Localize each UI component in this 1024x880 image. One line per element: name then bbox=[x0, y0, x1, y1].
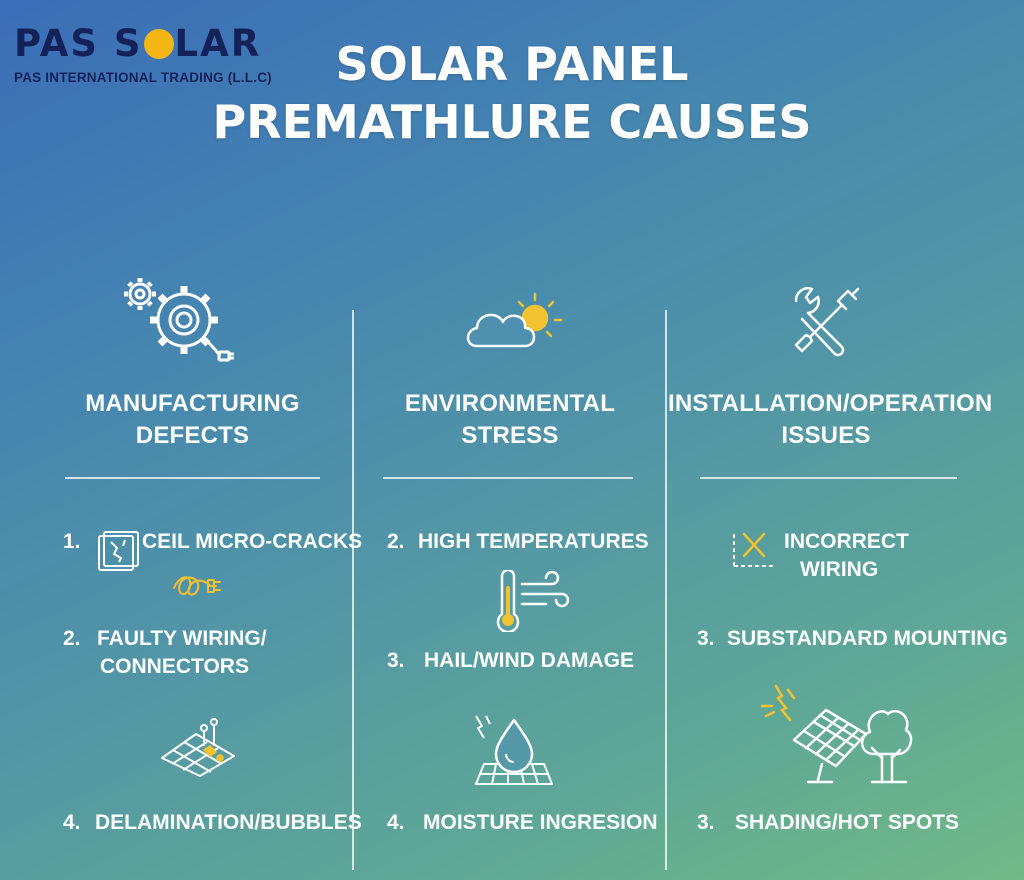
section-divider bbox=[700, 477, 957, 479]
column-divider bbox=[352, 310, 354, 870]
panel-bubbles-icon bbox=[161, 718, 235, 777]
wrench-screwdriver-icon bbox=[794, 287, 860, 357]
item-number: 2. bbox=[387, 530, 405, 553]
item-text: HIGH TEMPERATURES bbox=[418, 530, 649, 553]
column-heading-line2: STRESS bbox=[461, 422, 559, 449]
item-number: 3. bbox=[387, 649, 405, 672]
column-divider bbox=[665, 310, 667, 870]
list-item: 3. bbox=[697, 624, 715, 653]
tangled-wire-icon bbox=[173, 576, 221, 596]
section-divider bbox=[65, 477, 320, 479]
page-title-line2: PREMATHLURE CAUSES bbox=[212, 95, 812, 149]
item-text: CEIL MICRO-CRACKS bbox=[142, 530, 363, 553]
list-item: 3. bbox=[697, 808, 715, 837]
column-heading-line1: MANUFACTURING bbox=[85, 390, 300, 417]
gears-plug-icon bbox=[124, 278, 234, 362]
logo-wordmark: PAS S L AR bbox=[14, 22, 272, 66]
section-divider bbox=[383, 477, 633, 479]
cloud-sun-icon bbox=[466, 292, 563, 348]
item-text: HAIL/WIND DAMAGE bbox=[424, 649, 634, 672]
item-number: 3. bbox=[697, 811, 715, 834]
list-item: 2. bbox=[63, 624, 81, 653]
wiring-cross-icon bbox=[733, 532, 776, 567]
item-number: 2. bbox=[63, 627, 81, 650]
list-item: 3. bbox=[387, 646, 405, 675]
item-number: 4. bbox=[387, 811, 405, 834]
column-heading: MANUFACTURING DEFECTS bbox=[35, 388, 350, 452]
item-number: 4. bbox=[63, 811, 81, 834]
list-item: 1. bbox=[63, 527, 81, 556]
page-title-line1: SOLAR PANEL bbox=[335, 37, 689, 91]
logo-name-part2: L bbox=[174, 22, 201, 65]
item-text: FAULTY WIRING/ bbox=[97, 627, 267, 650]
column-heading: INSTALLATION/OPERATION ISSUES bbox=[668, 388, 993, 452]
column-heading-line1: INSTALLATION/OPERATION bbox=[668, 390, 993, 417]
item-text: WIRING bbox=[800, 558, 879, 581]
item-text: CONNECTORS bbox=[100, 655, 249, 678]
list-item: 2. bbox=[387, 527, 405, 556]
column-heading-line2: ISSUES bbox=[781, 422, 871, 449]
sun-icon bbox=[143, 29, 174, 59]
item-text: SUBSTANDARD MOUNTING bbox=[727, 627, 1008, 650]
thermometer-wind-icon bbox=[496, 570, 570, 632]
list-item: 4. bbox=[387, 808, 405, 837]
panel-tree-icon bbox=[760, 684, 913, 784]
drop-grid-icon bbox=[475, 715, 553, 785]
item-number: 3. bbox=[697, 627, 715, 650]
list-item: 4. bbox=[63, 808, 81, 837]
column-environmental: ENVIRONMENTAL STRESS bbox=[355, 0, 665, 880]
column-heading: ENVIRONMENTAL STRESS bbox=[355, 388, 665, 452]
cracked-cell-icon bbox=[98, 531, 139, 571]
item-number: 1. bbox=[63, 530, 81, 553]
item-text: DELAMINATION/BUBBLES bbox=[95, 811, 362, 834]
logo-subtitle: PAS INTERNATIONAL TRADING (L.L.C) bbox=[14, 70, 272, 85]
item-text: INCORRECT bbox=[784, 530, 909, 553]
column-manufacturing: MANUFACTURING DEFECTS bbox=[35, 0, 350, 880]
logo-name-part3: AR bbox=[200, 22, 262, 65]
column-heading-line2: DEFECTS bbox=[135, 422, 250, 449]
logo-name-part1: PAS S bbox=[14, 22, 143, 65]
company-logo: PAS S L AR PAS INTERNATIONAL TRADING (L.L.… bbox=[14, 22, 272, 85]
item-text: MOISTURE INGRESION bbox=[423, 811, 658, 834]
column-heading-line1: ENVIRONMENTAL bbox=[404, 390, 616, 417]
item-text: SHADING/HOT SPOTS bbox=[735, 811, 960, 834]
column-installation: INSTALLATION/OPERATION ISSUES bbox=[668, 0, 993, 880]
